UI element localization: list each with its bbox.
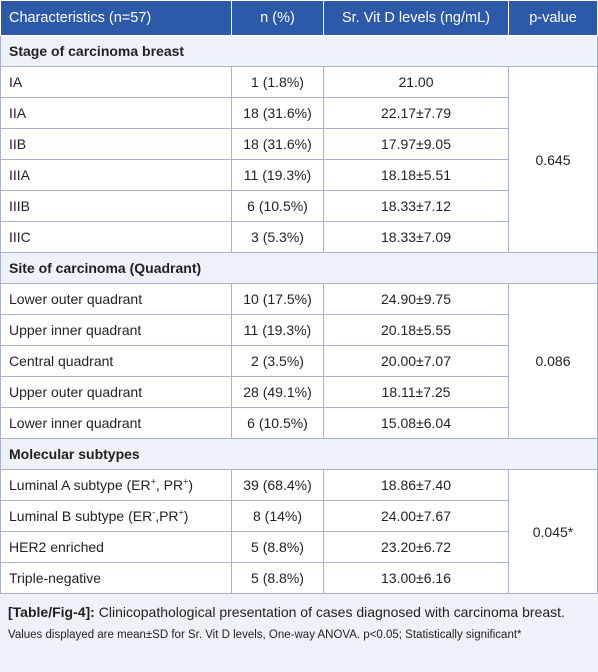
table-row: IIIB 6 (10.5%) 18.33±7.12 xyxy=(0,190,598,222)
row-n: 8 (14%) xyxy=(231,500,324,532)
row-label: Lower inner quadrant xyxy=(0,407,232,439)
table-row: Lower inner quadrant 6 (10.5%) 15.08±6.0… xyxy=(0,407,598,439)
row-pvalue: 0.645 xyxy=(508,66,598,253)
section-title: Stage of carcinoma breast xyxy=(0,35,598,67)
row-n: 5 (8.8%) xyxy=(231,531,324,563)
row-label-mid: ,PR xyxy=(155,508,179,524)
row-label: Triple-negative xyxy=(0,562,232,594)
row-label: Upper inner quadrant xyxy=(0,314,232,346)
row-pvalue: 0.086 xyxy=(508,283,598,439)
row-n: 6 (10.5%) xyxy=(231,190,324,222)
row-value: 18.18±5.51 xyxy=(323,159,509,191)
row-n: 11 (19.3%) xyxy=(231,314,324,346)
row-value: 18.33±7.09 xyxy=(323,221,509,253)
row-label-end: ) xyxy=(183,508,189,524)
row-label-mid: , PR xyxy=(155,477,184,493)
table-row: Luminal A subtype (ER+, PR+) 39 (68.4%) … xyxy=(0,469,598,594)
section-title: Site of carcinoma (Quadrant) xyxy=(0,252,598,284)
row-n: 18 (31.6%) xyxy=(231,128,324,160)
data-table: Characteristics (n=57) n (%) Sr. Vit D l… xyxy=(0,0,598,594)
row-label: IIIA xyxy=(0,159,232,191)
section-row-stage: Stage of carcinoma breast xyxy=(0,35,598,67)
row-value: 20.00±7.07 xyxy=(323,345,509,377)
header-pvalue: p-value xyxy=(508,0,598,36)
table-row: IA 1 (1.8%) 21.00 0.645 xyxy=(0,66,598,253)
row-label: IIIC xyxy=(0,221,232,253)
row-label: HER2 enriched xyxy=(0,531,232,563)
table-row: IIIA 11 (19.3%) 18.18±5.51 xyxy=(0,159,598,191)
table-row: IIIC 3 (5.3%) 18.33±7.09 xyxy=(0,221,598,253)
row-value: 15.08±6.04 xyxy=(323,407,509,439)
table-row: IIA 18 (31.6%) 22.17±7.79 xyxy=(0,97,598,129)
row-n: 6 (10.5%) xyxy=(231,407,324,439)
row-n: 18 (31.6%) xyxy=(231,97,324,129)
table-row: Triple-negative 5 (8.8%) 13.00±6.16 xyxy=(0,562,598,594)
row-label-sup: - xyxy=(152,507,156,518)
row-n: 3 (5.3%) xyxy=(231,221,324,253)
row-label: Lower outer quadrant xyxy=(0,283,232,315)
table-row: Upper outer quadrant 28 (49.1%) 18.11±7.… xyxy=(0,376,598,408)
row-label-main: Luminal A subtype (ER xyxy=(9,477,151,493)
row-label: Luminal A subtype (ER+, PR+) xyxy=(0,469,232,501)
row-n: 5 (8.8%) xyxy=(231,562,324,594)
table-row: IIB 18 (31.6%) 17.97±9.05 xyxy=(0,128,598,160)
row-pvalue: 0.045* xyxy=(508,469,598,594)
row-value: 21.00 xyxy=(323,66,509,98)
row-label-sup: + xyxy=(178,507,184,518)
row-label-sup: + xyxy=(183,476,189,487)
row-n: 2 (3.5%) xyxy=(231,345,324,377)
row-n: 1 (1.8%) xyxy=(231,66,324,98)
row-label: IA xyxy=(0,66,232,98)
row-value: 22.17±7.79 xyxy=(323,97,509,129)
section-row-molecular: Molecular subtypes xyxy=(0,438,598,470)
row-label: IIB xyxy=(0,128,232,160)
row-label: Upper outer quadrant xyxy=(0,376,232,408)
header-n-pct: n (%) xyxy=(231,0,324,36)
row-n: 11 (19.3%) xyxy=(231,159,324,191)
row-label: IIIB xyxy=(0,190,232,222)
row-label: IIA xyxy=(0,97,232,129)
table-row: Upper inner quadrant 11 (19.3%) 20.18±5.… xyxy=(0,314,598,346)
header-characteristics: Characteristics (n=57) xyxy=(0,0,232,36)
header-vitd: Sr. Vit D levels (ng/mL) xyxy=(323,0,509,36)
row-label-end: ) xyxy=(188,477,194,493)
row-value: 13.00±6.16 xyxy=(323,562,509,594)
row-value: 17.97±9.05 xyxy=(323,128,509,160)
row-label: Luminal B subtype (ER-,PR+) xyxy=(0,500,232,532)
section-title: Molecular subtypes xyxy=(0,438,598,470)
table-row: Luminal B subtype (ER-,PR+) 8 (14%) 24.0… xyxy=(0,500,598,532)
row-value: 20.18±5.55 xyxy=(323,314,509,346)
caption-label: [Table/Fig-4]: xyxy=(8,604,95,620)
row-label: Central quadrant xyxy=(0,345,232,377)
row-n: 10 (17.5%) xyxy=(231,283,324,315)
row-value: 18.11±7.25 xyxy=(323,376,509,408)
row-value: 18.33±7.12 xyxy=(323,190,509,222)
row-value: 18.86±7.40 xyxy=(323,469,509,501)
row-value: 23.20±6.72 xyxy=(323,531,509,563)
row-n: 28 (49.1%) xyxy=(231,376,324,408)
row-label-main: Luminal B subtype (ER xyxy=(9,508,153,524)
row-value: 24.00±7.67 xyxy=(323,500,509,532)
section-row-site: Site of carcinoma (Quadrant) xyxy=(0,252,598,284)
caption: [Table/Fig-4]: Clinicopathological prese… xyxy=(8,604,590,621)
table-row: HER2 enriched 5 (8.8%) 23.20±6.72 xyxy=(0,531,598,563)
row-value: 24.90±9.75 xyxy=(323,283,509,315)
header-row: Characteristics (n=57) n (%) Sr. Vit D l… xyxy=(0,0,598,36)
caption-text: Clinicopathological presentation of case… xyxy=(98,604,565,620)
row-label-sup: + xyxy=(150,476,156,487)
caption-box: [Table/Fig-4]: Clinicopathological prese… xyxy=(0,600,598,672)
footnote: Values displayed are mean±SD for Sr. Vit… xyxy=(8,629,522,641)
table-row: Central quadrant 2 (3.5%) 20.00±7.07 xyxy=(0,345,598,377)
row-n: 39 (68.4%) xyxy=(231,469,324,501)
table-row: Lower outer quadrant 10 (17.5%) 24.90±9.… xyxy=(0,283,598,439)
